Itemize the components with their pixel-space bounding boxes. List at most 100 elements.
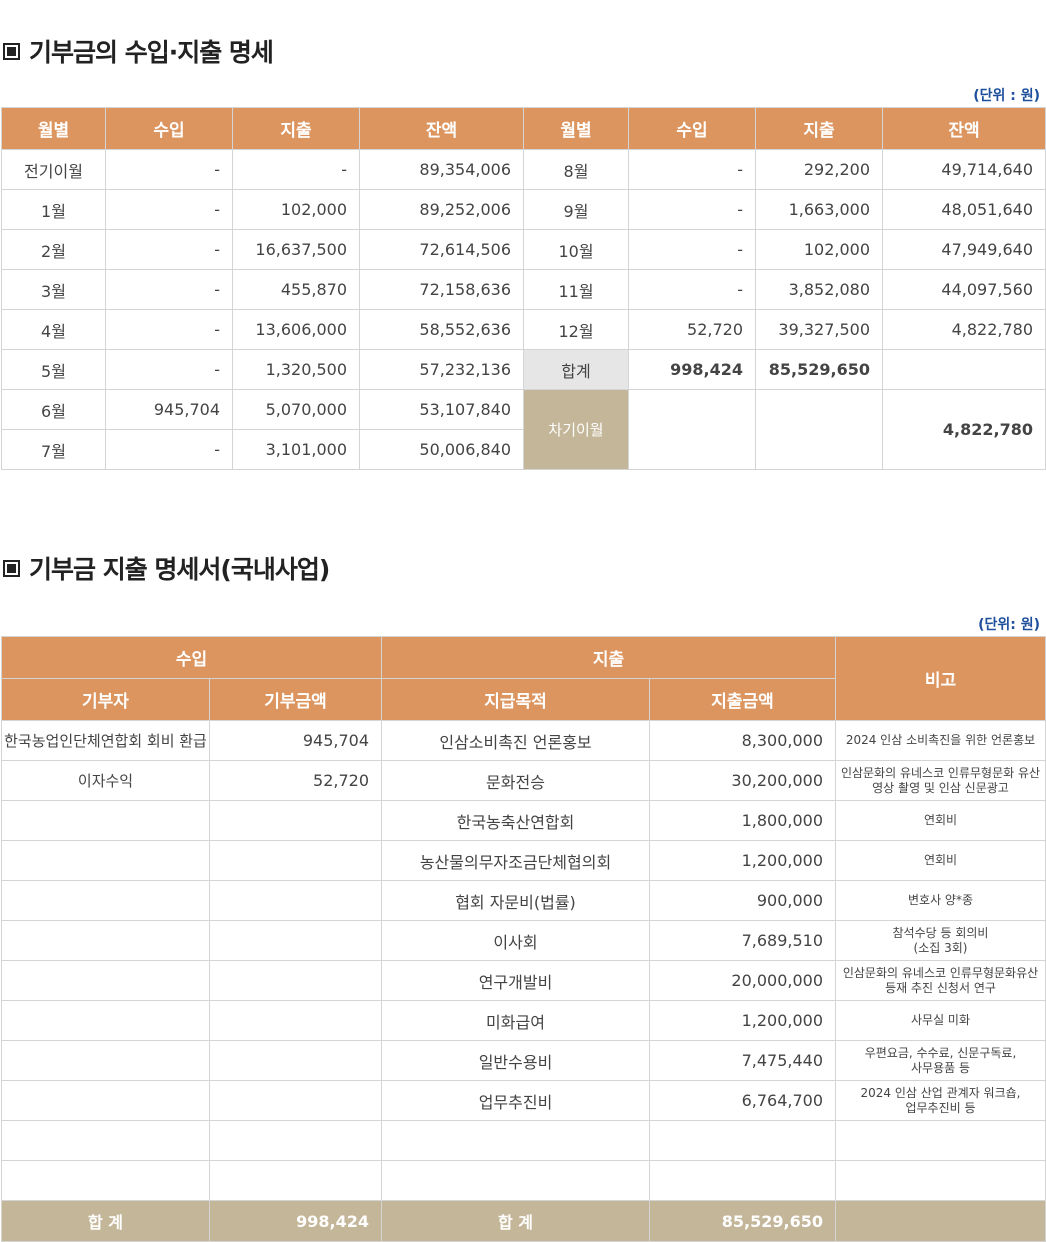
table-row: 업무추진비 6,764,700 2024 인삼 산업 관계자 워크숍, 업무추진비 … — [1, 1080, 1046, 1121]
cell-income: - — [105, 349, 233, 390]
cell-balance: 89,354,006 — [359, 149, 524, 190]
cell-month: 4월 — [1, 309, 106, 350]
cell-remark: 2024 인삼 소비촉진을 위한 언론홍보 — [835, 720, 1046, 761]
cell-expense: 39,327,500 — [755, 309, 883, 350]
carry-income-empty — [628, 389, 756, 470]
section-title-domestic-expense: 기부금 지출 명세서(국내사업) — [3, 550, 330, 586]
header-month: 월별 — [523, 107, 629, 150]
footer-income-label: 합 계 — [1, 1200, 210, 1242]
cell-purpose — [381, 1160, 650, 1201]
cell-balance: 47,949,640 — [882, 229, 1046, 270]
table-row: 1월 - 102,000 89,252,006 9월 - 1,663,000 4… — [1, 189, 1046, 230]
cell-remark: 인삼문화의 유네스코 인류무형문화 유산 영상 촬영 및 인삼 신문광고 — [835, 760, 1046, 801]
carry-over-balance: 4,822,780 — [882, 389, 1046, 470]
cell-income: - — [628, 269, 756, 310]
cell-donor — [1, 840, 210, 881]
cell-donor — [1, 800, 210, 841]
cell-balance: 49,714,640 — [882, 149, 1046, 190]
unit-label: (단위: 원) — [978, 617, 1040, 633]
table-row: 일반수용비 7,475,440 우편요금, 수수료, 신문구독료, 사무용품 등 — [1, 1040, 1046, 1081]
cell-remark — [835, 1160, 1046, 1201]
cell-donor — [1, 1040, 210, 1081]
cell-expense: 3,852,080 — [755, 269, 883, 310]
cell-expense-amount — [649, 1160, 836, 1201]
table-row: 4월 - 13,606,000 58,552,636 12월 52,720 39… — [1, 309, 1046, 350]
cell-donation-amount: 52,720 — [209, 760, 382, 801]
footer-remark — [835, 1200, 1046, 1242]
carry-over-label: 차기이월 — [523, 389, 629, 470]
header-purpose: 지급목적 — [381, 678, 650, 721]
table-row: 한국농업인단체연합회 회비 환급 945,704 인삼소비촉진 언론홍보 8,300,… — [1, 720, 1046, 761]
cell-donor — [1, 960, 210, 1001]
cell-expense-amount: 7,475,440 — [649, 1040, 836, 1081]
cell-balance: 53,107,840 — [359, 389, 524, 430]
cell-expense-amount: 8,300,000 — [649, 720, 836, 761]
cell-expense: 102,000 — [232, 189, 360, 230]
cell-donor — [1, 1120, 210, 1161]
cell-donation-amount — [209, 840, 382, 881]
cell-donor — [1, 1000, 210, 1041]
total-expense: 85,529,650 — [755, 349, 883, 390]
unit-label: (단위 : 원) — [973, 88, 1040, 104]
cell-month: 전기이월 — [1, 149, 106, 190]
cell-income: - — [105, 429, 233, 470]
income-expense-table: 월별 수입 지출 잔액 월별 수입 지출 잔액 전기이월 - - 89,354,… — [1, 107, 1046, 470]
cell-donor: 한국농업인단체연합회 회비 환급 — [1, 720, 210, 761]
header-expense: 지출 — [755, 107, 883, 150]
cell-remark: 사무실 미화 — [835, 1000, 1046, 1041]
cell-purpose — [381, 1120, 650, 1161]
cell-month: 8월 — [523, 149, 629, 190]
cell-donation-amount — [209, 880, 382, 921]
cell-expense-amount: 1,200,000 — [649, 1000, 836, 1041]
cell-expense: 13,606,000 — [232, 309, 360, 350]
cell-purpose: 인삼소비촉진 언론홍보 — [381, 720, 650, 761]
cell-expense-amount: 20,000,000 — [649, 960, 836, 1001]
cell-donor — [1, 920, 210, 961]
cell-month: 9월 — [523, 189, 629, 230]
cell-expense: 1,320,500 — [232, 349, 360, 390]
cell-expense: 3,101,000 — [232, 429, 360, 470]
section-title-text: 기부금의 수입·지출 명세 — [29, 38, 274, 67]
header-expense-amount: 지출금액 — [649, 678, 836, 721]
cell-remark: 2024 인삼 산업 관계자 워크숍, 업무추진비 등 — [835, 1080, 1046, 1121]
table-row — [1, 1160, 1046, 1201]
cell-month: 10월 — [523, 229, 629, 270]
cell-expense: 292,200 — [755, 149, 883, 190]
cell-expense: 16,637,500 — [232, 229, 360, 270]
cell-purpose: 미화급여 — [381, 1000, 650, 1041]
section-title-text: 기부금 지출 명세서(국내사업) — [29, 555, 330, 584]
table-row: 농산물의무자조금단체협의회 1,200,000 연회비 — [1, 840, 1046, 881]
cell-donation-amount — [209, 920, 382, 961]
cell-donation-amount: 945,704 — [209, 720, 382, 761]
table-row: 2월 - 16,637,500 72,614,506 10월 - 102,000… — [1, 229, 1046, 270]
cell-remark: 우편요금, 수수료, 신문구독료, 사무용품 등 — [835, 1040, 1046, 1081]
cell-purpose: 한국농축산연합회 — [381, 800, 650, 841]
table-row: 3월 - 455,870 72,158,636 11월 - 3,852,080 … — [1, 269, 1046, 310]
total-balance-empty — [882, 349, 1046, 390]
cell-purpose: 연구개발비 — [381, 960, 650, 1001]
cell-expense: 5,070,000 — [232, 389, 360, 430]
cell-month: 5월 — [1, 349, 106, 390]
header-balance: 잔액 — [359, 107, 524, 150]
table-row: 한국농축산연합회 1,800,000 연회비 — [1, 800, 1046, 841]
cell-remark: 연회비 — [835, 840, 1046, 881]
cell-income: - — [628, 229, 756, 270]
cell-donation-amount — [209, 1160, 382, 1201]
cell-remark: 인삼문화의 유네스코 인류무형문화유산 등재 추진 신청서 연구 — [835, 960, 1046, 1001]
header-expense: 지출 — [232, 107, 360, 150]
cell-month: 12월 — [523, 309, 629, 350]
cell-donor — [1, 1080, 210, 1121]
cell-month: 2월 — [1, 229, 106, 270]
cell-purpose: 업무추진비 — [381, 1080, 650, 1121]
cell-month: 1월 — [1, 189, 106, 230]
cell-balance: 50,006,840 — [359, 429, 524, 470]
section-title-income-expense: 기부금의 수입·지출 명세 — [3, 33, 274, 69]
cell-income: - — [628, 189, 756, 230]
cell-income: - — [105, 269, 233, 310]
cell-donation-amount — [209, 1080, 382, 1121]
group-header-expense: 지출 — [381, 636, 836, 679]
cell-balance: 48,051,640 — [882, 189, 1046, 230]
square-bullet-icon — [3, 42, 20, 60]
cell-donor — [1, 880, 210, 921]
cell-expense: 455,870 — [232, 269, 360, 310]
